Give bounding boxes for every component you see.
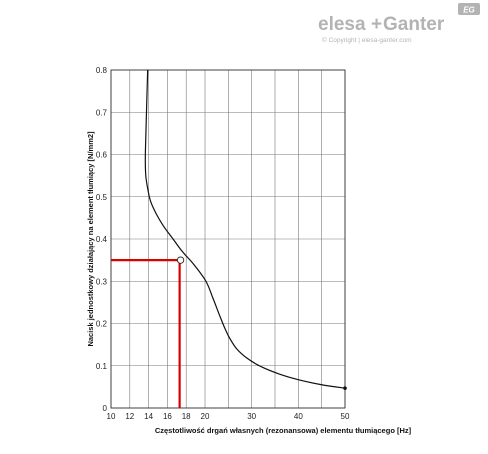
x-tick-label: 16 [163,412,172,421]
x-tick-label: 18 [182,412,191,421]
highlight-group [111,256,185,408]
y-tick-label: 0.5 [96,193,108,202]
chart-series [144,69,347,390]
chart-axis-frame [110,69,346,409]
y-axis-label: Nacisk jednostkowy działający na element… [86,131,95,347]
brand-logo: elesa + Ganter EG © Copyright | elesa-ga… [318,3,480,44]
y-tick-label: 0 [103,404,108,413]
x-tick-label: 12 [125,412,134,421]
y-tick-label: 0.7 [96,108,108,117]
highlight-marker [176,256,185,264]
x-tick-label: 50 [341,412,350,421]
y-tick-label: 0.2 [96,320,108,329]
series-line [144,69,346,389]
x-tick-label: 20 [201,412,210,421]
logo-brand-left: elesa [318,14,366,35]
x-tick-label: 40 [294,412,303,421]
series-end-marker [343,386,347,390]
x-tick-label: 30 [247,412,256,421]
y-tick-label: 0.8 [96,66,108,75]
y-tick-label: 0.4 [96,235,108,244]
y-tick-label: 0.1 [96,362,108,371]
logo-badge-text: EG [463,6,475,15]
plot-frame [110,69,346,409]
logo-copyright: © Copyright | elesa-ganter.com [322,36,412,44]
logo-brand-plus: + [371,14,382,35]
y-axis-tick-labels: 0 0.1 0.2 0.3 0.4 0.5 0.6 0.7 0.8 [96,66,108,413]
y-tick-label: 0.6 [96,151,108,160]
y-tick-label: 0.3 [96,277,108,286]
logo-brand-right: Ganter [383,14,445,35]
logo-badge [458,3,480,15]
x-axis-tick-labels: 10 12 14 16 18 20 30 40 50 [107,412,350,421]
x-tick-label: 14 [144,412,153,421]
x-axis-label: Częstotliwość drgań własnych (rezonansow… [155,426,412,435]
x-tick-label: 10 [107,412,116,421]
